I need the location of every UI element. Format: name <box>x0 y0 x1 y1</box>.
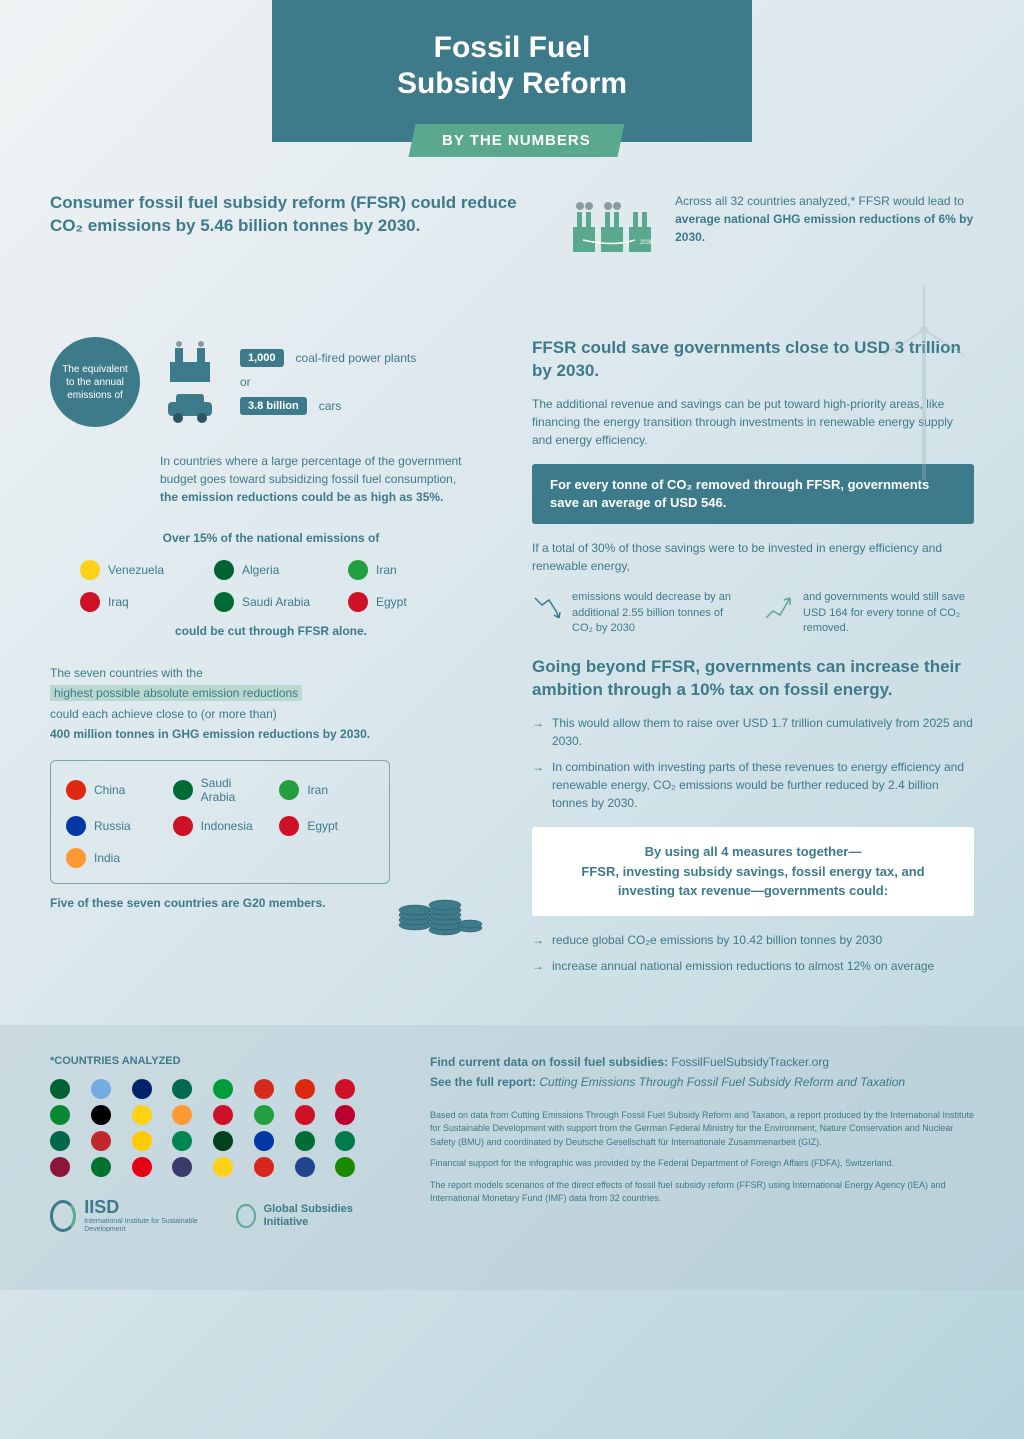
country-algeria: Algeria <box>214 560 279 580</box>
equiv-cars: 3.8 billioncars <box>240 397 416 415</box>
logos: IISDInternational Institute for Sustaina… <box>50 1197 370 1235</box>
iisd-logo: IISDInternational Institute for Sustaina… <box>50 1197 206 1235</box>
country-russia: Russia <box>66 816 161 836</box>
equivalence-section: The equivalent to the annual emissions o… <box>50 337 492 427</box>
split-outcomes: emissions would decrease by an additiona… <box>532 590 974 636</box>
country-venezuela: Venezuela <box>80 560 164 580</box>
analyzed-flag <box>132 1131 152 1151</box>
analyzed-flag <box>91 1079 111 1099</box>
analyzed-flag <box>213 1157 233 1177</box>
equivalence-badge: The equivalent to the annual emissions o… <box>50 337 140 427</box>
country-iran: Iran <box>279 776 374 804</box>
analyzed-flag <box>172 1079 192 1099</box>
analyzed-flag <box>295 1131 315 1151</box>
analyzed-flag <box>254 1079 274 1099</box>
country-egypt: Egypt <box>279 816 374 836</box>
analyzed-flag <box>132 1105 152 1125</box>
svg-text:2030: 2030 <box>640 240 654 246</box>
analyzed-flag <box>335 1157 355 1177</box>
tax-headline: Going beyond FFSR, governments can incre… <box>532 656 974 702</box>
analyzed-flag <box>172 1157 192 1177</box>
combined-bullets: reduce global CO₂e emissions by 10.42 bi… <box>532 931 974 975</box>
equiv-or: or <box>240 375 416 389</box>
analyzed-flag <box>213 1079 233 1099</box>
analyzed-flag <box>172 1131 192 1151</box>
country-indonesia: Indonesia <box>173 816 268 836</box>
analyzed-flag <box>335 1105 355 1125</box>
analyzed-flag <box>91 1157 111 1177</box>
tracker-link: Find current data on fossil fuel subsidi… <box>430 1055 974 1069</box>
combined-measures-box: By using all 4 measures together—FFSR, i… <box>532 827 974 916</box>
analyzed-flag <box>295 1079 315 1099</box>
analyzed-flag <box>213 1131 233 1151</box>
analyzed-flag <box>91 1131 111 1151</box>
analyzed-flag <box>295 1105 315 1125</box>
analyzed-flag <box>254 1105 274 1125</box>
country-china: China <box>66 776 161 804</box>
analyzed-flag <box>254 1157 274 1177</box>
tax-bullets: This would allow them to raise over USD … <box>532 714 974 812</box>
equiv-plants: 1,000coal-fired power plants <box>240 349 416 367</box>
fine-print: Based on data from Cutting Emissions Thr… <box>430 1109 974 1206</box>
budget-note: In countries where a large percentage of… <box>160 452 472 506</box>
analyzed-flag <box>50 1131 70 1151</box>
analyzed-flag <box>335 1131 355 1151</box>
down-arrow-icon <box>532 593 562 623</box>
analyzed-flag <box>172 1105 192 1125</box>
countries-15pct: Over 15% of the national emissions of Ve… <box>50 531 492 638</box>
analyzed-flag <box>132 1079 152 1099</box>
country-india: India <box>66 848 161 868</box>
footer-section: *COUNTRIES ANALYZED IISDInternational In… <box>0 1025 1024 1290</box>
country-iraq: Iraq <box>80 592 129 612</box>
main-headline: Consumer fossil fuel subsidy reform (FFS… <box>50 192 543 238</box>
analyzed-flag <box>50 1079 70 1099</box>
analyzed-flag <box>132 1157 152 1177</box>
analyzed-flag <box>254 1131 274 1151</box>
country-egypt: Egypt <box>348 592 407 612</box>
country-saudi arabia: Saudi Arabia <box>214 592 310 612</box>
analyzed-flag <box>50 1105 70 1125</box>
analyzed-flag <box>335 1079 355 1099</box>
subtitle-banner: BY THE NUMBERS <box>408 124 624 157</box>
page-title: Fossil FuelSubsidy Reform <box>292 30 732 102</box>
analyzed-flag <box>91 1105 111 1125</box>
country-saudi arabia: Saudi Arabia <box>173 776 268 804</box>
analyzed-flag <box>213 1105 233 1125</box>
factory-icon: 2030 <box>563 192 663 252</box>
plant-car-icon <box>160 340 220 425</box>
countries-analyzed: *COUNTRIES ANALYZED IISDInternational In… <box>50 1055 370 1235</box>
gsi-logo: Global Subsidies Initiative <box>236 1203 370 1229</box>
top-right-text: Across all 32 countries analyzed,* FFSR … <box>675 192 974 246</box>
investment-intro: If a total of 30% of those savings were … <box>532 539 974 575</box>
up-arrow-icon <box>763 593 793 623</box>
analyzed-flag <box>50 1157 70 1177</box>
analyzed-flag <box>295 1157 315 1177</box>
windmill-decoration <box>854 280 994 480</box>
infographic-page: Fossil FuelSubsidy Reform BY THE NUMBERS… <box>0 0 1024 1439</box>
header: Fossil FuelSubsidy Reform BY THE NUMBERS <box>272 0 752 142</box>
country-iran: Iran <box>348 560 397 580</box>
coins-icon <box>395 870 485 940</box>
report-link: See the full report: Cutting Emissions T… <box>430 1075 974 1089</box>
